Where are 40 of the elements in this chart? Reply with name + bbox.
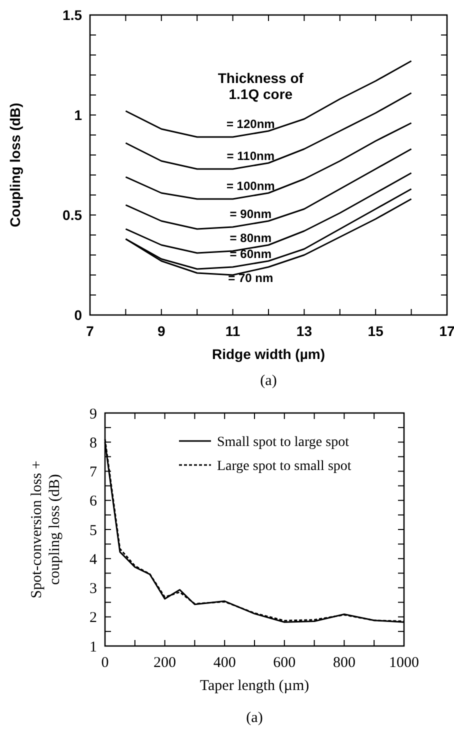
y-tick-label: 8 xyxy=(90,435,97,452)
y-tick-label: 1 xyxy=(74,106,82,123)
series-label: = 60nm xyxy=(230,247,272,261)
y-tick-label: 3 xyxy=(90,581,97,597)
x-tick-label: 9 xyxy=(158,323,166,339)
series-label: = 70 nm xyxy=(228,271,274,285)
y-tick-label: 5 xyxy=(90,522,97,539)
x-tick-label: 400 xyxy=(213,655,236,671)
series-label: = 120nm xyxy=(226,117,275,131)
y-tick-label: 1.5 xyxy=(62,6,82,23)
y-tick-label: 7 xyxy=(90,464,98,480)
series-label: = 80nm xyxy=(230,231,272,245)
series-label: = 110nm xyxy=(226,149,274,163)
text: (a) xyxy=(260,373,277,389)
x-tick-label: 13 xyxy=(296,323,312,339)
legend-label: Small spot to large spot xyxy=(217,434,350,450)
x-tick-label: 200 xyxy=(154,655,176,671)
legend-label: Large spot to small spot xyxy=(217,458,352,474)
y-tick-label: 9 xyxy=(90,406,97,422)
x-tick-label: 800 xyxy=(332,655,356,671)
y-tick-label: 1 xyxy=(90,639,97,656)
y-tick-label: 6 xyxy=(90,494,98,510)
x-tick-label: 600 xyxy=(273,655,296,671)
x-axis-title: Ridge width (µm) xyxy=(212,346,326,362)
y-tick-label: 4 xyxy=(90,552,98,568)
y-axis-title: Spot-conversion loss + coupling loss (dB) xyxy=(29,460,63,598)
text: (a) xyxy=(246,710,263,726)
x-tick-label: 0 xyxy=(101,655,109,671)
y-axis-title: Coupling loss (dB) xyxy=(7,102,23,228)
x-tick-label: 15 xyxy=(368,323,384,339)
x-tick-label: 1000 xyxy=(389,655,419,671)
legend-title: Thickness of 1.1Q core xyxy=(218,70,304,102)
x-tick-label: 17 xyxy=(439,323,454,339)
y-tick-label: 0 xyxy=(74,306,82,323)
y-tick-label: 2 xyxy=(90,610,97,626)
x-tick-label: 11 xyxy=(225,323,240,339)
series-label: = 90nm xyxy=(230,207,272,221)
x-axis-title: Taper length (µm) xyxy=(200,678,310,694)
y-tick-label: 0.5 xyxy=(62,206,82,223)
series-label: = 100nm xyxy=(226,179,275,193)
